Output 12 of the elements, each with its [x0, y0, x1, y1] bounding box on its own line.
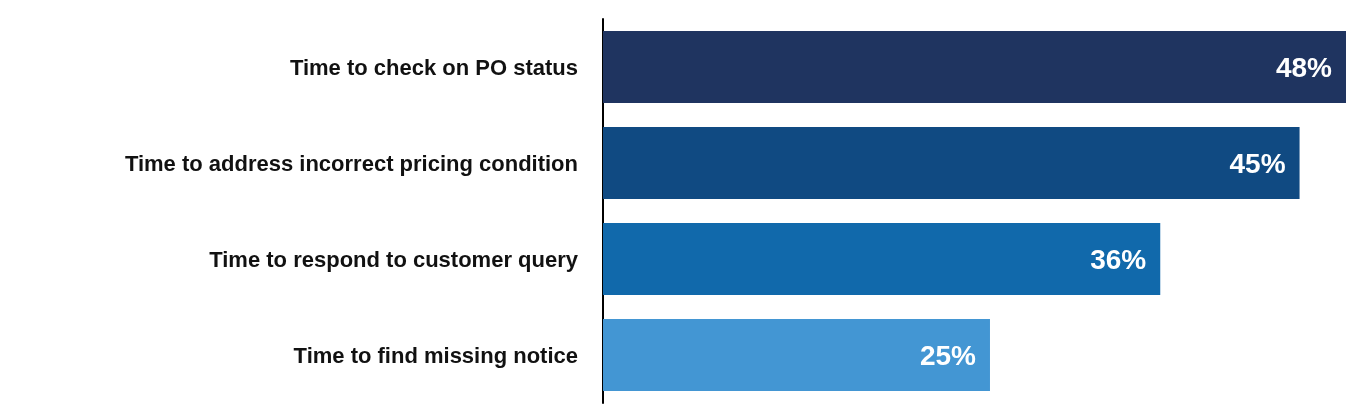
y-tick-label: Time to find missing notice — [293, 342, 578, 368]
data-label: 25% — [919, 339, 977, 371]
bar — [603, 31, 1346, 103]
y-tick-label: Time to check on PO status — [289, 54, 578, 80]
bar — [603, 127, 1300, 199]
data-label: 45% — [1229, 147, 1286, 179]
y-tick-label: Time to respond to customer query — [209, 246, 579, 272]
y-tick-label: Time to address incorrect pricing condition — [124, 150, 578, 176]
data-label: 48% — [1275, 51, 1333, 83]
bar — [603, 223, 1161, 295]
bar — [603, 319, 990, 391]
data-label: 36% — [1090, 243, 1147, 275]
